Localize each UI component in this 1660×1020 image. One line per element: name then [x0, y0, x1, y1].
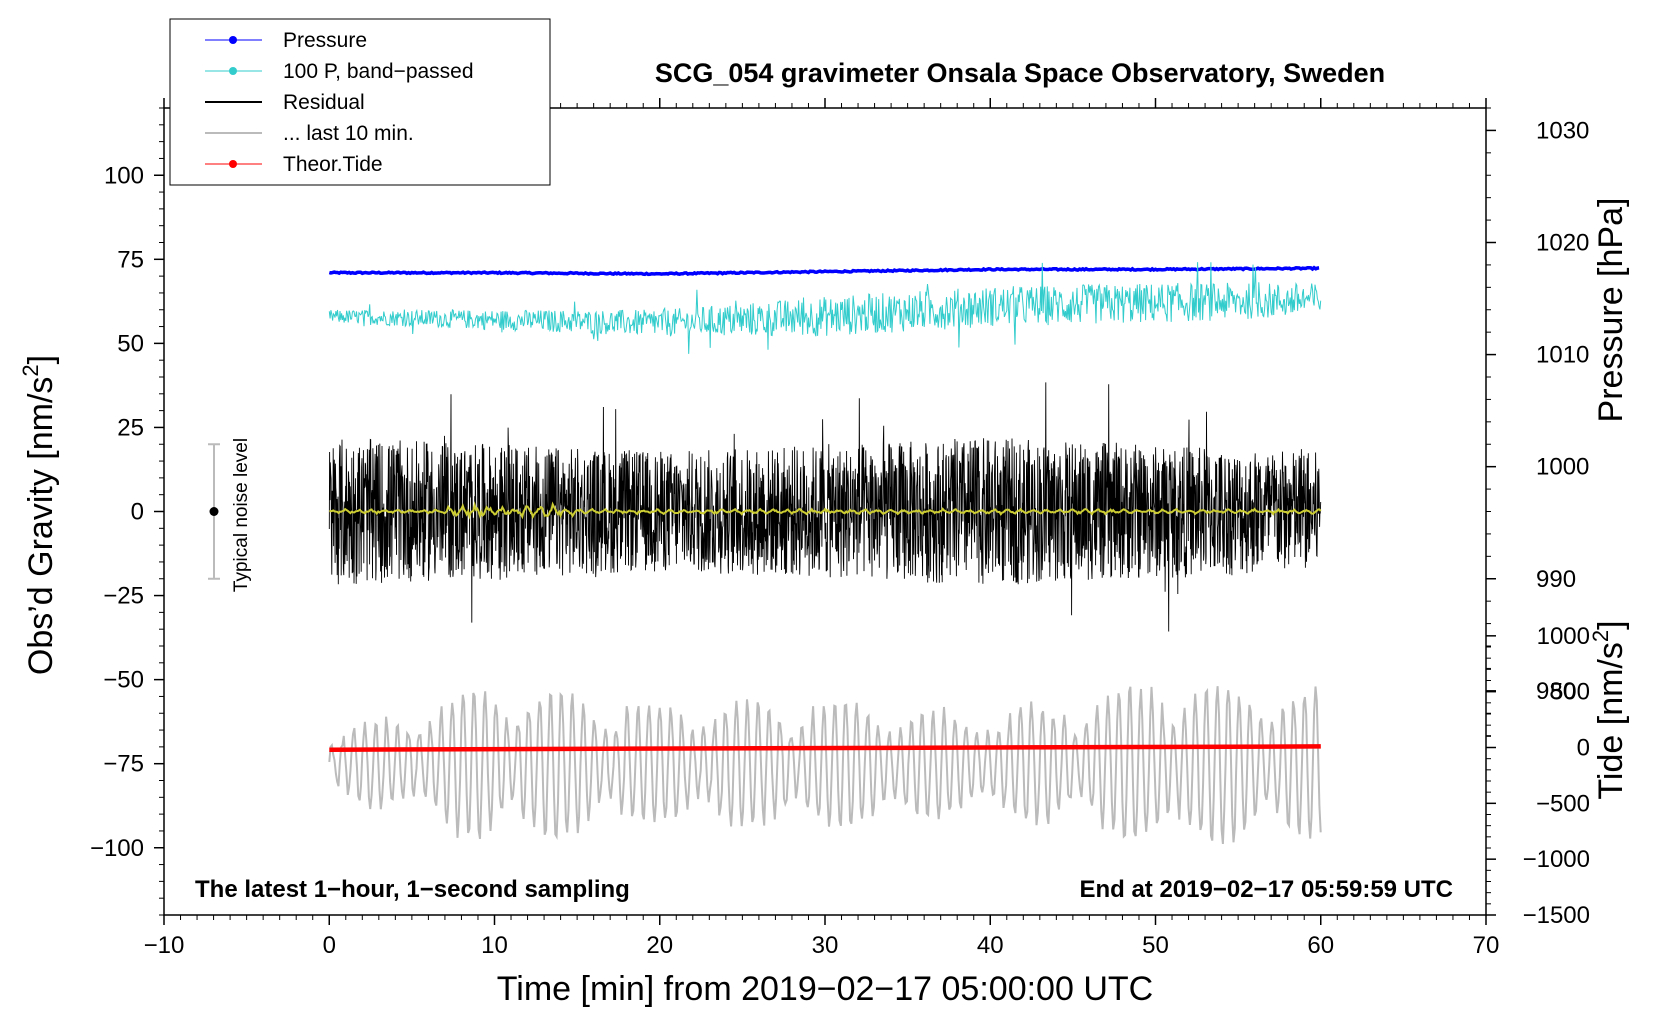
- tide-tick-label: −1500: [1523, 902, 1590, 929]
- tide-tick-label: 500: [1550, 679, 1590, 706]
- tide-tick-label: 1000: [1537, 623, 1590, 650]
- theoretical-tide-line: [329, 744, 1321, 752]
- x-tick-label: 40: [977, 932, 1004, 959]
- y-axis-title-left: Obs’d Gravity [nm/s2]: [18, 355, 60, 675]
- noise-level-dot: [209, 507, 219, 516]
- x-tick-label: 70: [1473, 932, 1500, 959]
- y-tick-label: −100: [90, 835, 144, 862]
- last-10-min-line: [328, 686, 1322, 844]
- pressure-tick-label: 1000: [1536, 454, 1589, 481]
- pressure-tick-label: 980: [1536, 678, 1576, 705]
- y-tick-label: 100: [104, 162, 144, 189]
- tide-tick-label: −500: [1536, 790, 1590, 817]
- pressure-tick-label: 1010: [1536, 342, 1589, 369]
- pressure-tick-label: 990: [1536, 566, 1576, 593]
- y-tick-label: 25: [117, 414, 144, 441]
- data-series: [328, 262, 1322, 844]
- y-tick-label: 0: [131, 499, 144, 526]
- legend-label: 100 P, band−passed: [283, 60, 474, 83]
- axis-ticks: −10 0 10 20 30 40 50 60 70−100−75−50−25025507510…: [90, 98, 1590, 959]
- pressure-line: [328, 265, 1320, 277]
- legend-label: Theor.Tide: [283, 153, 383, 176]
- x-axis-title: Time [min] from 2019−02−17 05:00:00 UTC: [497, 970, 1153, 1008]
- residual-smoothed-line: [328, 501, 1322, 520]
- band-passed-pressure-line: [328, 262, 1322, 354]
- legend-marker: [229, 160, 237, 168]
- noise-level-label: Typical noise level: [231, 438, 252, 592]
- tide-tick-label: 0: [1577, 735, 1590, 762]
- y-tick-label: 75: [117, 246, 144, 273]
- x-tick-label: 0: [323, 932, 336, 959]
- end-time-note: End at 2019−02−17 05:59:59 UTC: [1079, 876, 1453, 903]
- y-tick-label: 50: [117, 330, 144, 357]
- y-tick-label: −25: [103, 583, 144, 610]
- legend: Pressure 100 P, band−passed Residual ... la…: [169, 18, 551, 186]
- noise-level-indicator: Typical noise level: [208, 438, 252, 592]
- residual-line: [328, 382, 1322, 632]
- x-tick-label: 60: [1307, 932, 1334, 959]
- y-axis-title-pressure: Pressure [hPa]: [1592, 198, 1630, 423]
- x-tick-label: −10: [144, 932, 185, 959]
- x-tick-label: 30: [812, 932, 839, 959]
- legend-marker: [229, 36, 237, 44]
- y-tick-label: −75: [103, 751, 144, 778]
- x-tick-label: 50: [1142, 932, 1169, 959]
- pressure-tick-label: 1030: [1536, 117, 1589, 144]
- x-tick-label: 20: [646, 932, 673, 959]
- sampling-note: The latest 1−hour, 1−second sampling: [195, 876, 630, 903]
- pressure-tick-label: 1020: [1536, 230, 1589, 257]
- tide-tick-label: −1000: [1523, 846, 1590, 873]
- y-tick-label: −50: [103, 667, 144, 694]
- x-tick-label: 10: [481, 932, 508, 959]
- y-axis-title-tide: Tide [nm/s2]: [1588, 620, 1630, 799]
- legend-label: Residual: [283, 91, 365, 114]
- chart-title: SCG_054 gravimeter Onsala Space Observat…: [655, 58, 1385, 88]
- legend-label: ... last 10 min.: [283, 122, 414, 145]
- legend-marker: [229, 67, 237, 75]
- legend-label: Pressure: [283, 29, 367, 52]
